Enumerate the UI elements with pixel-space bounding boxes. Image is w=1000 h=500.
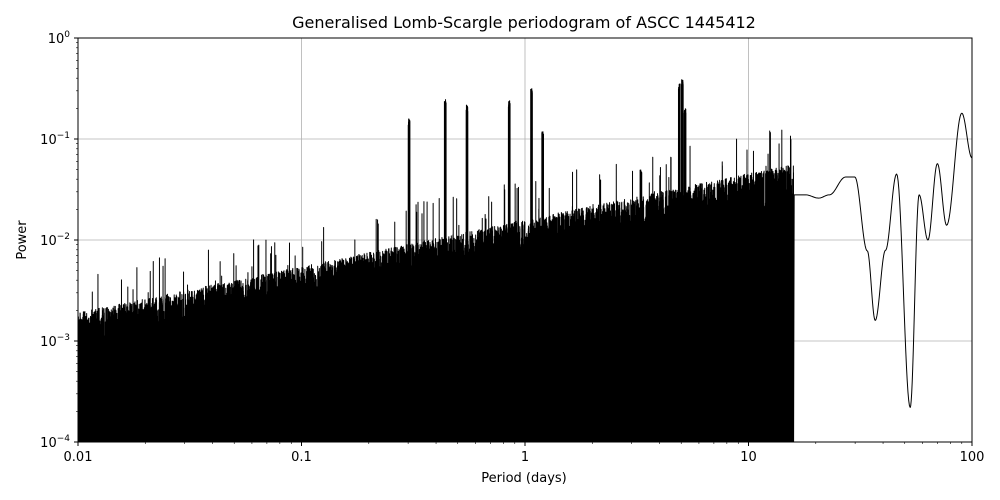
y-tick-label: 100 [48,30,71,47]
y-tick-label: 10−3 [40,333,70,350]
y-axis: 10−4 10−3 10−2 10−1 100 [40,30,78,451]
x-tick-label: 1 [521,450,529,465]
plot-area [78,79,972,442]
periodogram-series-line [78,79,972,442]
x-tick-label: 10 [740,450,757,465]
y-axis-label: Power [15,220,30,260]
x-tick-label: 100 [960,450,985,465]
y-tick-label: 10−1 [40,131,70,148]
x-tick-label: 0.01 [64,450,93,465]
x-axis-label: Period (days) [481,471,567,486]
x-tick-label: 0.1 [291,450,312,465]
chart-title: Generalised Lomb-Scargle periodogram of … [292,13,756,32]
y-tick-label: 10−2 [40,232,70,249]
y-tick-label: 10−4 [40,434,70,451]
x-axis: 0.01 0.1 1 10 100 [64,442,985,465]
